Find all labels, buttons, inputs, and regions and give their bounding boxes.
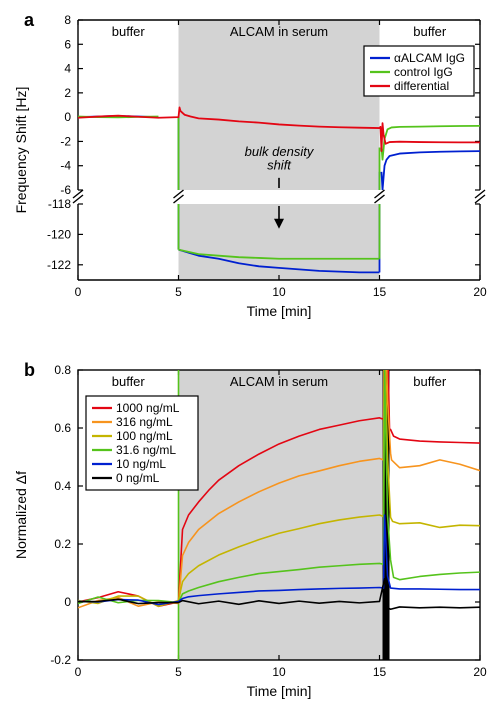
figure-container: -6 -4 -2 0 2 4 6 8 -122 -120 -118 0 5 10 15 20 Time [min…: [0, 0, 504, 708]
svg-text:10 ng/mL: 10 ng/mL: [116, 457, 166, 471]
svg-text:31.6 ng/mL: 31.6 ng/mL: [116, 443, 176, 457]
svg-text:shift: shift: [267, 157, 292, 172]
svg-text:100 ng/mL: 100 ng/mL: [116, 429, 173, 443]
legend-b: 1000 ng/mL316 ng/mL100 ng/mL31.6 ng/mL10…: [86, 396, 198, 490]
svg-text:buffer: buffer: [112, 24, 146, 39]
svg-text:b: b: [24, 360, 35, 380]
svg-text:0: 0: [75, 665, 82, 679]
svg-text:-120: -120: [47, 227, 71, 241]
svg-text:0.4: 0.4: [54, 479, 71, 493]
svg-text:-2: -2: [60, 134, 71, 148]
svg-text:αALCAM IgG: αALCAM IgG: [394, 51, 465, 65]
panel-a: -6 -4 -2 0 2 4 6 8 -122 -120 -118 0 5 10 15 20 Time [min…: [13, 10, 487, 319]
svg-text:0.8: 0.8: [54, 363, 71, 377]
svg-text:buffer: buffer: [112, 374, 146, 389]
svg-text:buffer: buffer: [413, 24, 447, 39]
svg-text:10: 10: [272, 665, 286, 679]
svg-text:0.2: 0.2: [54, 537, 71, 551]
svg-text:control IgG: control IgG: [394, 65, 453, 79]
svg-text:10: 10: [272, 285, 286, 299]
svg-text:Time [min]: Time [min]: [247, 683, 312, 699]
svg-text:-4: -4: [60, 159, 71, 173]
svg-text:5: 5: [175, 285, 182, 299]
svg-text:5: 5: [175, 665, 182, 679]
svg-text:1000 ng/mL: 1000 ng/mL: [116, 401, 180, 415]
svg-text:-122: -122: [47, 258, 71, 272]
svg-text:20: 20: [473, 285, 487, 299]
svg-text:Normalized Δf: Normalized Δf: [13, 471, 29, 559]
panel-b: -0.2 0 0.2 0.4 0.6 0.8 0 5 10 15 20 Time [min] Norma…: [13, 254, 487, 699]
svg-text:a: a: [24, 10, 35, 30]
svg-text:-0.2: -0.2: [50, 653, 71, 667]
svg-text:20: 20: [473, 665, 487, 679]
svg-text:Frequency Shift [Hz]: Frequency Shift [Hz]: [13, 87, 29, 214]
svg-text:15: 15: [373, 285, 387, 299]
svg-text:Time [min]: Time [min]: [247, 303, 312, 319]
svg-text:-6: -6: [60, 183, 71, 197]
svg-text:4: 4: [64, 62, 71, 76]
svg-text:0: 0: [64, 595, 71, 609]
svg-text:ALCAM in serum: ALCAM in serum: [230, 374, 328, 389]
svg-text:15: 15: [373, 665, 387, 679]
svg-text:buffer: buffer: [413, 374, 447, 389]
svg-text:differential: differential: [394, 79, 449, 93]
svg-text:-118: -118: [48, 197, 71, 211]
figure-svg: -6 -4 -2 0 2 4 6 8 -122 -120 -118 0 5 10 15 20 Time [min…: [0, 0, 504, 708]
svg-text:0 ng/mL: 0 ng/mL: [116, 471, 160, 485]
svg-text:316 ng/mL: 316 ng/mL: [116, 415, 173, 429]
svg-text:0: 0: [75, 285, 82, 299]
svg-text:2: 2: [64, 86, 71, 100]
svg-text:0: 0: [64, 110, 71, 124]
svg-text:ALCAM in serum: ALCAM in serum: [230, 24, 328, 39]
svg-text:6: 6: [64, 37, 71, 51]
legend-a: αALCAM IgGcontrol IgGdifferential: [364, 46, 474, 96]
svg-text:8: 8: [64, 13, 71, 27]
svg-text:0.6: 0.6: [54, 421, 71, 435]
